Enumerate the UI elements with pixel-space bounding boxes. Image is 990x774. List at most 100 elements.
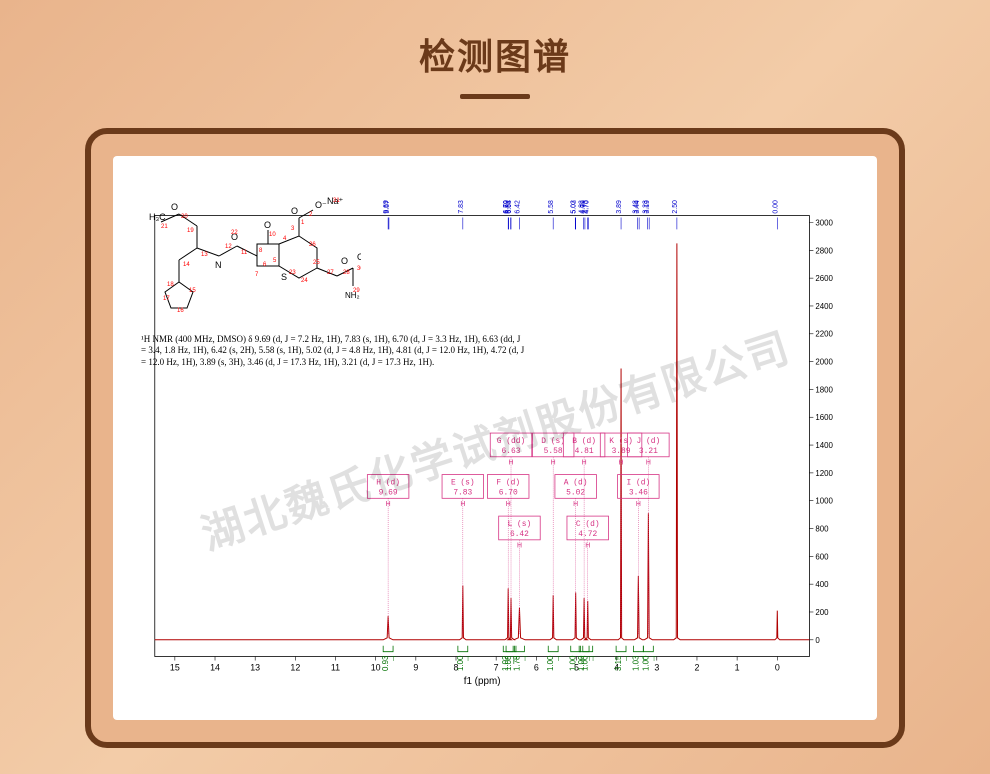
svg-text:⊣: ⊣ <box>391 656 398 662</box>
svg-text:2600: 2600 <box>815 274 833 283</box>
svg-text:O: O <box>341 256 348 266</box>
svg-text:26: 26 <box>309 242 316 248</box>
svg-text:2: 2 <box>309 212 313 218</box>
svg-text:8: 8 <box>259 248 263 254</box>
svg-text:f1 (ppm): f1 (ppm) <box>464 676 501 687</box>
svg-text:L (s): L (s) <box>508 520 532 529</box>
svg-text:16: 16 <box>177 308 184 314</box>
svg-text:2: 2 <box>694 662 699 672</box>
svg-text:200: 200 <box>815 608 829 617</box>
svg-text:30: 30 <box>357 266 361 272</box>
nmr-line-2: = 3.4, 1.8 Hz, 1H), 6.42 (s, 2H), 5.58 (… <box>141 345 561 356</box>
svg-text:H: H <box>619 460 624 467</box>
svg-text:17: 17 <box>163 296 170 302</box>
svg-text:29: 29 <box>353 288 360 294</box>
svg-text:24: 24 <box>301 278 308 284</box>
svg-text:9.67: 9.67 <box>384 200 391 214</box>
svg-text:10: 10 <box>269 232 276 238</box>
svg-text:6.63: 6.63 <box>502 447 521 456</box>
svg-text:1800: 1800 <box>815 385 833 394</box>
nmr-line-1: ¹H NMR (400 MHz, DMSO) δ 9.69 (d, J = 7.… <box>141 334 561 345</box>
svg-text:H: H <box>585 543 590 550</box>
svg-text:0.93: 0.93 <box>381 655 390 671</box>
svg-text:1200: 1200 <box>815 469 833 478</box>
svg-text:O⁻: O⁻ <box>315 200 327 210</box>
svg-text:31: 31 <box>333 198 340 204</box>
svg-text:O: O <box>291 206 298 216</box>
svg-text:4.70: 4.70 <box>584 200 591 214</box>
page-root: 检测图谱 02004006008001000120014001600180020… <box>0 0 990 774</box>
svg-text:14: 14 <box>183 262 190 268</box>
svg-text:3000: 3000 <box>815 218 833 227</box>
svg-text:800: 800 <box>815 524 829 533</box>
svg-text:E (s): E (s) <box>451 478 475 487</box>
svg-text:1.78: 1.78 <box>512 655 521 671</box>
svg-text:H (d): H (d) <box>376 478 400 487</box>
title-underline <box>460 94 530 99</box>
svg-text:1.00: 1.00 <box>581 655 590 671</box>
spectrum-frame: 0200400600800100012001400160018002000220… <box>85 128 905 748</box>
svg-text:H: H <box>573 501 578 508</box>
svg-text:20: 20 <box>181 214 188 220</box>
svg-text:3.21: 3.21 <box>639 447 658 456</box>
svg-text:11: 11 <box>331 662 340 672</box>
svg-text:5.58: 5.58 <box>544 447 563 456</box>
svg-text:1.03: 1.03 <box>631 655 640 671</box>
nmr-line-3: = 12.0 Hz, 1H), 3.89 (s, 3H), 3.46 (d, J… <box>141 357 561 368</box>
svg-text:13: 13 <box>250 662 260 672</box>
svg-text:F (d): F (d) <box>496 478 520 487</box>
svg-text:G (dd): G (dd) <box>497 437 525 446</box>
svg-text:⊣: ⊣ <box>466 656 473 662</box>
svg-text:C (d): C (d) <box>576 520 600 529</box>
svg-text:D (s): D (s) <box>541 437 565 446</box>
svg-text:12: 12 <box>290 662 300 672</box>
svg-text:0.00: 0.00 <box>772 200 779 214</box>
svg-text:25: 25 <box>313 260 320 266</box>
svg-text:I (d): I (d) <box>626 478 650 487</box>
svg-text:⊣: ⊣ <box>651 656 658 662</box>
svg-text:7.83: 7.83 <box>453 488 472 497</box>
nmr-description: ¹H NMR (400 MHz, DMSO) δ 9.69 (d, J = 7.… <box>141 334 561 368</box>
svg-text:4.81: 4.81 <box>575 447 594 456</box>
svg-text:N: N <box>215 260 222 270</box>
svg-text:7.83: 7.83 <box>458 200 465 214</box>
svg-text:H: H <box>646 460 651 467</box>
svg-text:21: 21 <box>161 224 168 230</box>
svg-text:15: 15 <box>170 662 180 672</box>
svg-text:15: 15 <box>189 288 196 294</box>
svg-text:2800: 2800 <box>815 246 833 255</box>
svg-text:7: 7 <box>494 662 499 672</box>
svg-text:6.70: 6.70 <box>499 488 518 497</box>
spectrum-panel: 0200400600800100012001400160018002000220… <box>113 156 877 720</box>
svg-text:2200: 2200 <box>815 330 833 339</box>
svg-text:H: H <box>506 501 511 508</box>
svg-text:28: 28 <box>343 270 350 276</box>
svg-text:7: 7 <box>255 272 259 278</box>
svg-text:400: 400 <box>815 580 829 589</box>
svg-text:5: 5 <box>273 258 277 264</box>
svg-text:6.63: 6.63 <box>506 200 513 214</box>
svg-text:⊣: ⊣ <box>522 656 529 662</box>
svg-text:2.50: 2.50 <box>672 200 679 214</box>
svg-text:27: 27 <box>327 270 334 276</box>
svg-text:1000: 1000 <box>815 497 833 506</box>
svg-text:5.58: 5.58 <box>548 200 555 214</box>
svg-text:H: H <box>509 460 514 467</box>
svg-text:B (d): B (d) <box>572 437 596 446</box>
svg-text:H: H <box>582 460 587 467</box>
svg-text:3: 3 <box>654 662 659 672</box>
svg-text:S: S <box>281 272 287 282</box>
svg-text:1.00: 1.00 <box>546 655 555 671</box>
svg-text:3: 3 <box>291 226 295 232</box>
svg-text:14: 14 <box>210 662 220 672</box>
svg-text:H: H <box>517 543 522 550</box>
svg-text:19: 19 <box>187 228 194 234</box>
svg-text:5.02: 5.02 <box>571 200 578 214</box>
svg-text:O: O <box>357 252 361 262</box>
svg-text:6.42: 6.42 <box>514 200 521 214</box>
svg-text:4.72: 4.72 <box>578 530 597 539</box>
svg-text:9: 9 <box>413 662 418 672</box>
svg-text:2000: 2000 <box>815 358 833 367</box>
svg-text:3.46: 3.46 <box>629 488 648 497</box>
svg-text:13: 13 <box>201 252 208 258</box>
